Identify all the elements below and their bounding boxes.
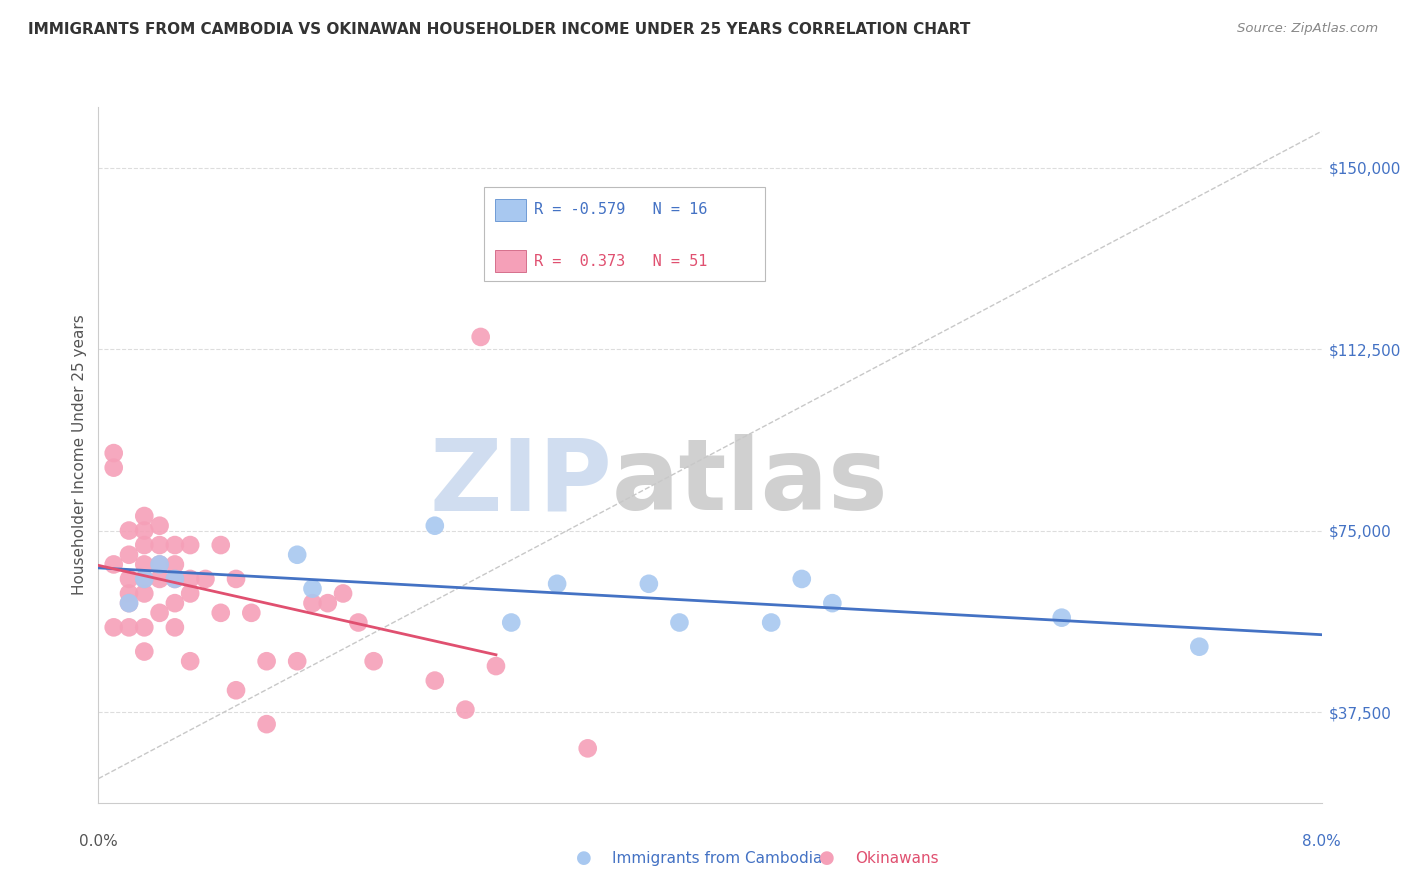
Point — [103, 460, 125, 475]
Text: R =  0.373   N = 51: R = 0.373 N = 51 — [534, 254, 707, 268]
Point — [163, 538, 186, 552]
Text: IMMIGRANTS FROM CAMBODIA VS OKINAWAN HOUSEHOLDER INCOME UNDER 25 YEARS CORRELATI: IMMIGRANTS FROM CAMBODIA VS OKINAWAN HOU… — [28, 22, 970, 37]
Text: Source: ZipAtlas.com: Source: ZipAtlas.com — [1237, 22, 1378, 36]
Point — [546, 576, 568, 591]
Point — [118, 596, 141, 610]
Point — [347, 615, 370, 630]
Point — [134, 586, 156, 600]
Point — [194, 572, 217, 586]
Point — [821, 596, 844, 610]
Point — [149, 558, 172, 572]
Point — [179, 586, 201, 600]
Point — [149, 558, 172, 572]
Text: ZIP: ZIP — [429, 434, 612, 532]
Point — [163, 596, 186, 610]
Text: Okinawans: Okinawans — [855, 851, 938, 865]
Point — [423, 518, 446, 533]
Point — [163, 558, 186, 572]
Point — [316, 596, 339, 610]
Point — [759, 615, 782, 630]
Point — [163, 620, 186, 634]
Point — [103, 620, 125, 634]
Point — [118, 620, 141, 634]
Point — [363, 654, 385, 668]
Point — [240, 606, 263, 620]
Point — [225, 572, 247, 586]
Point — [285, 654, 308, 668]
Point — [454, 703, 477, 717]
Point — [118, 524, 141, 538]
Point — [149, 606, 172, 620]
Point — [134, 524, 156, 538]
Point — [179, 538, 201, 552]
Point — [134, 572, 156, 586]
Point — [149, 538, 172, 552]
Point — [118, 586, 141, 600]
Point — [790, 572, 813, 586]
Point — [637, 576, 661, 591]
Point — [301, 596, 323, 610]
Point — [134, 538, 156, 552]
Text: 0.0%: 0.0% — [79, 834, 118, 849]
Text: Immigrants from Cambodia: Immigrants from Cambodia — [612, 851, 823, 865]
Point — [301, 582, 323, 596]
Point — [179, 654, 201, 668]
Point — [134, 644, 156, 658]
Point — [103, 558, 125, 572]
Point — [118, 572, 141, 586]
Point — [103, 446, 125, 460]
Point — [576, 741, 599, 756]
Point — [668, 615, 690, 630]
Point — [134, 620, 156, 634]
Text: ●: ● — [818, 849, 835, 867]
Point — [209, 606, 232, 620]
Point — [225, 683, 247, 698]
Point — [1050, 610, 1073, 624]
Point — [285, 548, 308, 562]
Point — [118, 596, 141, 610]
Point — [149, 572, 172, 586]
Point — [485, 659, 508, 673]
Y-axis label: Householder Income Under 25 years: Householder Income Under 25 years — [72, 315, 87, 595]
Point — [209, 538, 232, 552]
Text: R = -0.579   N = 16: R = -0.579 N = 16 — [534, 202, 707, 217]
Point — [470, 330, 492, 344]
Point — [163, 572, 186, 586]
Point — [134, 572, 156, 586]
Point — [118, 548, 141, 562]
Text: 8.0%: 8.0% — [1302, 834, 1341, 849]
Point — [149, 518, 172, 533]
Point — [256, 717, 278, 731]
Point — [423, 673, 446, 688]
Point — [1188, 640, 1211, 654]
Point — [501, 615, 523, 630]
Text: atlas: atlas — [612, 434, 889, 532]
Point — [332, 586, 354, 600]
Point — [256, 654, 278, 668]
Point — [134, 558, 156, 572]
Point — [179, 572, 201, 586]
Point — [134, 509, 156, 524]
Text: ●: ● — [575, 849, 592, 867]
Point — [163, 572, 186, 586]
